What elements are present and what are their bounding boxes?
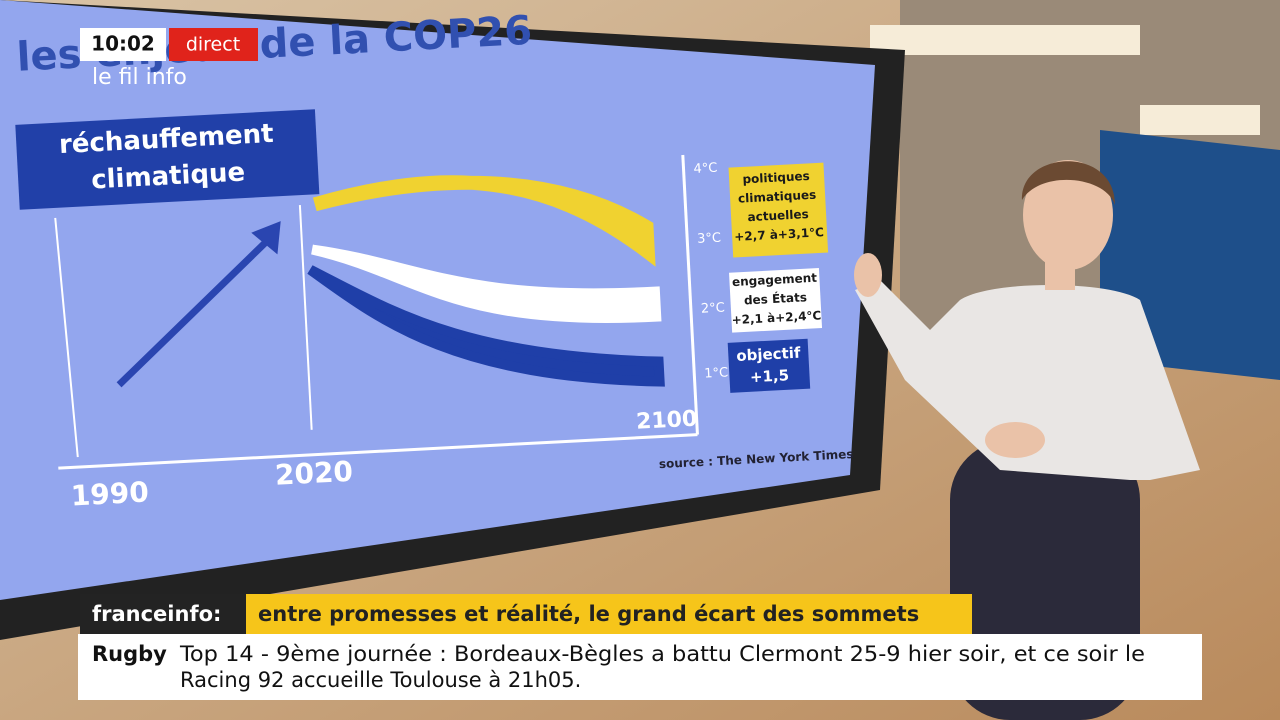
ticker-box <box>78 634 1202 700</box>
sweater <box>855 280 1200 480</box>
scenario-label: engagement <box>732 271 818 289</box>
ticker-topic: Rugby <box>92 642 167 666</box>
program: le fil info <box>92 65 187 90</box>
light <box>870 25 1140 55</box>
face <box>1023 160 1113 270</box>
guide <box>298 205 313 430</box>
scenario-label: des États <box>744 289 808 307</box>
hair <box>1021 161 1115 205</box>
brand: franceinfo: <box>92 602 221 626</box>
y-axis <box>681 154 699 435</box>
y-label: 1°C <box>704 365 729 381</box>
scenario-label: politiques <box>742 169 810 187</box>
guide <box>54 217 79 458</box>
hand <box>985 422 1045 458</box>
headline: entre promesses et réalité, le grand éca… <box>258 602 919 626</box>
headline-box <box>246 594 972 634</box>
label-box <box>729 268 823 333</box>
arrow <box>116 234 274 388</box>
y-label: 2°C <box>701 301 726 317</box>
x-label: 2100 <box>635 407 697 435</box>
label-box <box>728 162 829 258</box>
light <box>1140 105 1260 135</box>
label-box <box>727 338 811 393</box>
scenario-label: +2,1 à+2,4°C <box>731 308 822 327</box>
band-pledges <box>311 244 662 324</box>
scenario-label: +1,5 <box>749 366 789 386</box>
time: 10:02 <box>91 32 155 56</box>
band-target <box>307 265 665 387</box>
live-box <box>169 28 258 61</box>
scenario-label: +2,7 à+3,1°C <box>734 225 825 244</box>
y-label: 3°C <box>697 231 722 247</box>
live: direct <box>186 34 240 56</box>
ticker-text: Racing 92 accueille Toulouse à 21h05. <box>180 668 581 692</box>
scenario-label: actuelles <box>747 207 809 224</box>
band-policies <box>312 175 656 267</box>
x-label: 1990 <box>70 475 150 512</box>
x-axis <box>58 433 698 470</box>
ticker-text: Top 14 - 9ème journée : Bordeaux-Bègles … <box>179 642 1145 666</box>
scenario-label: objectif <box>736 344 801 365</box>
time-box <box>80 28 166 61</box>
x-label: 2020 <box>274 455 354 492</box>
brand-box <box>80 594 246 634</box>
scenario-label: climatiques <box>738 188 817 206</box>
y-label: 4°C <box>693 161 718 177</box>
hand <box>854 253 882 297</box>
arrow-head <box>251 221 281 255</box>
badge <box>15 109 320 210</box>
